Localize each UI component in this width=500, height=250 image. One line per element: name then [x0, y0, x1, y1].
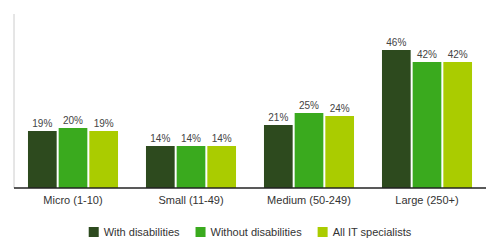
data-label: 14%: [212, 133, 232, 144]
data-labels: 19% 14% 21% 46% 20% 14% 25% 42% 19% 14% 24% 42%: [32, 37, 467, 144]
data-label: 24%: [330, 103, 350, 114]
data-label: 42%: [448, 49, 468, 60]
data-label: 46%: [386, 37, 406, 48]
bar: [89, 131, 118, 188]
bar: [28, 131, 57, 188]
data-label: 25%: [299, 100, 319, 111]
bar: [264, 125, 293, 188]
legend: With disabilities Without disabilities All…: [89, 226, 412, 238]
data-label: 14%: [181, 133, 201, 144]
bar: [207, 146, 236, 188]
x-axis-line: [14, 187, 486, 189]
chart-container: 19% 14% 21% 46% 20% 14% 25% 42% 19% 14% 24% 42% Micr…: [0, 0, 500, 250]
data-label: 19%: [94, 118, 114, 129]
x-tick-label: Large (250+): [395, 194, 458, 206]
bars: [28, 50, 472, 188]
bar: [443, 62, 472, 188]
y-axis-line: [14, 14, 15, 188]
legend-label: All IT specialists: [333, 226, 412, 238]
x-tick-label: Small (11-49): [158, 194, 223, 206]
bar: [146, 146, 175, 188]
x-tick-label: Medium (50-249): [267, 194, 351, 206]
legend-label: Without disabilities: [211, 226, 303, 238]
legend-label: With disabilities: [104, 226, 180, 238]
x-tick-label: Micro (1-10): [43, 194, 102, 206]
legend-item: All IT specialists: [318, 226, 412, 238]
data-label: 20%: [63, 115, 83, 126]
data-label: 21%: [268, 112, 288, 123]
data-label: 42%: [417, 49, 437, 60]
bar: [413, 62, 442, 188]
legend-swatch: [196, 227, 206, 237]
bar: [295, 113, 324, 188]
data-label: 19%: [32, 118, 52, 129]
bar: [325, 116, 354, 188]
bar: [59, 128, 88, 188]
legend-swatch: [318, 227, 328, 237]
bar: [382, 50, 411, 188]
bar: [177, 146, 206, 188]
data-label: 14%: [150, 133, 170, 144]
legend-item: Without disabilities: [196, 226, 303, 238]
legend-swatch: [89, 227, 99, 237]
legend-item: With disabilities: [89, 226, 180, 238]
chart: 19% 14% 21% 46% 20% 14% 25% 42% 19% 14% 24% 42% Micr…: [0, 0, 500, 250]
